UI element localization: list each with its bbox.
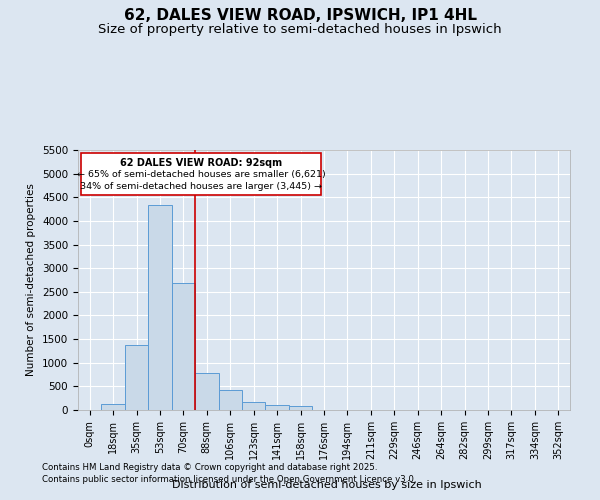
Bar	[172, 284, 195, 410]
Text: 62 DALES VIEW ROAD: 92sqm: 62 DALES VIEW ROAD: 92sqm	[120, 158, 282, 168]
Bar	[265, 404, 289, 410]
Bar	[195, 372, 218, 410]
Bar	[125, 345, 148, 410]
Text: ← 65% of semi-detached houses are smaller (6,621): ← 65% of semi-detached houses are smalle…	[77, 170, 325, 179]
Bar	[218, 390, 242, 410]
Text: Distribution of semi-detached houses by size in Ipswich: Distribution of semi-detached houses by …	[172, 480, 482, 490]
Text: Contains public sector information licensed under the Open Government Licence v3: Contains public sector information licen…	[42, 475, 416, 484]
Text: Size of property relative to semi-detached houses in Ipswich: Size of property relative to semi-detach…	[98, 22, 502, 36]
Bar	[289, 406, 312, 410]
Text: 34% of semi-detached houses are larger (3,445) →: 34% of semi-detached houses are larger (…	[80, 182, 322, 190]
Y-axis label: Number of semi-detached properties: Number of semi-detached properties	[26, 184, 37, 376]
Bar	[148, 206, 172, 410]
Text: Contains HM Land Registry data © Crown copyright and database right 2025.: Contains HM Land Registry data © Crown c…	[42, 464, 377, 472]
Bar	[242, 402, 265, 410]
Bar	[101, 404, 125, 410]
Text: 62, DALES VIEW ROAD, IPSWICH, IP1 4HL: 62, DALES VIEW ROAD, IPSWICH, IP1 4HL	[124, 8, 476, 22]
